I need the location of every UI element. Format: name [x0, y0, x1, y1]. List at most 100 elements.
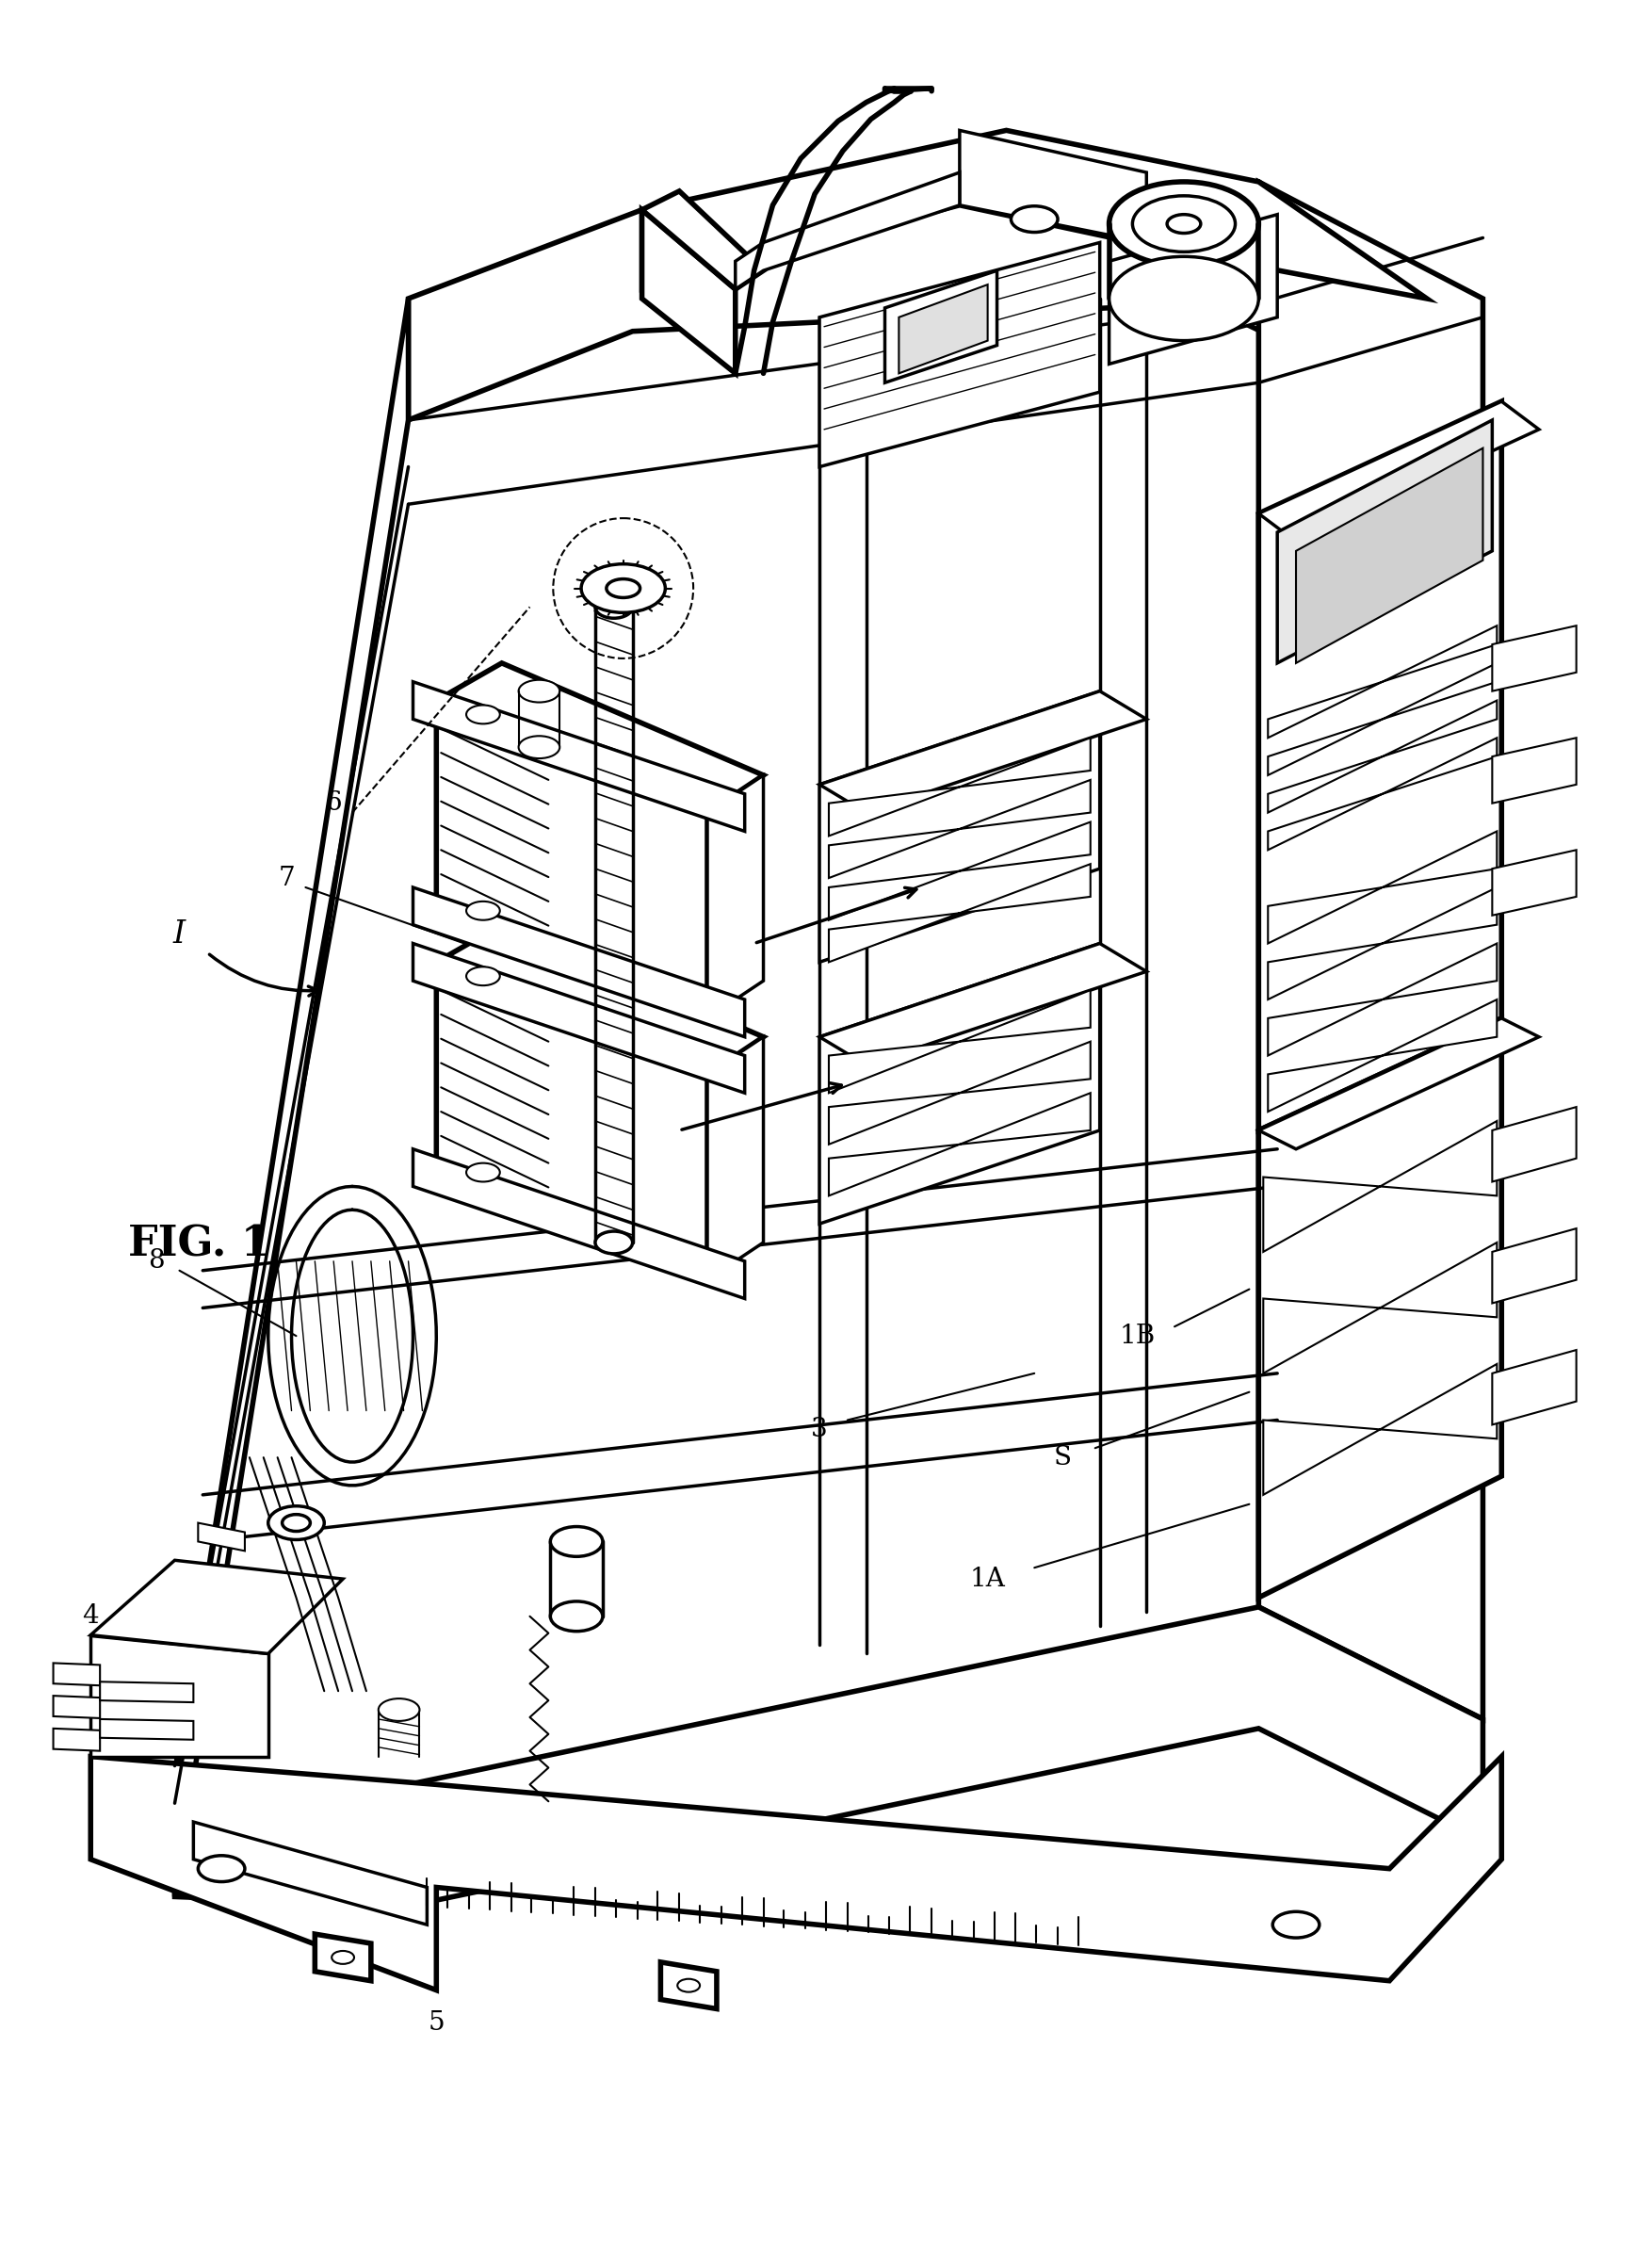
- Text: S: S: [1054, 1444, 1072, 1471]
- Polygon shape: [436, 924, 763, 1074]
- Polygon shape: [1492, 738, 1576, 803]
- Text: 7: 7: [279, 865, 296, 890]
- Ellipse shape: [582, 565, 666, 612]
- Polygon shape: [960, 130, 1146, 242]
- Polygon shape: [413, 944, 745, 1092]
- Polygon shape: [91, 1634, 268, 1755]
- Ellipse shape: [677, 1980, 700, 1991]
- Polygon shape: [316, 1935, 372, 1980]
- Polygon shape: [1492, 1108, 1576, 1182]
- Polygon shape: [829, 991, 1090, 1092]
- Polygon shape: [643, 211, 735, 374]
- Polygon shape: [436, 700, 707, 1018]
- Polygon shape: [707, 776, 763, 1018]
- Ellipse shape: [466, 1164, 501, 1182]
- Ellipse shape: [198, 1856, 244, 1881]
- Polygon shape: [1269, 1000, 1497, 1112]
- Polygon shape: [413, 888, 745, 1036]
- Polygon shape: [1269, 944, 1497, 1056]
- Polygon shape: [53, 1695, 101, 1717]
- Polygon shape: [101, 1682, 193, 1702]
- Polygon shape: [899, 285, 988, 374]
- Polygon shape: [1264, 1121, 1497, 1251]
- Polygon shape: [1492, 1229, 1576, 1303]
- Polygon shape: [819, 691, 1146, 812]
- Polygon shape: [175, 1608, 1483, 1906]
- Polygon shape: [53, 1664, 101, 1686]
- Ellipse shape: [519, 735, 560, 758]
- Text: 6: 6: [325, 791, 342, 816]
- Polygon shape: [91, 1755, 1502, 1991]
- Polygon shape: [829, 738, 1090, 836]
- Polygon shape: [1259, 182, 1483, 1720]
- Ellipse shape: [519, 679, 560, 702]
- Polygon shape: [1259, 401, 1540, 543]
- Polygon shape: [707, 1036, 763, 1280]
- Text: 3: 3: [811, 1417, 828, 1442]
- Polygon shape: [436, 962, 707, 1280]
- Polygon shape: [819, 691, 1100, 962]
- Polygon shape: [1492, 1350, 1576, 1424]
- Text: 1B: 1B: [1118, 1323, 1155, 1350]
- Polygon shape: [413, 682, 745, 832]
- Polygon shape: [1259, 1018, 1502, 1599]
- Text: 8: 8: [147, 1249, 164, 1273]
- Ellipse shape: [606, 578, 639, 599]
- Polygon shape: [175, 298, 408, 1897]
- Text: FIG. 1: FIG. 1: [127, 1224, 269, 1264]
- Ellipse shape: [282, 1513, 311, 1531]
- Polygon shape: [91, 1560, 344, 1655]
- Ellipse shape: [1133, 195, 1236, 251]
- Text: 1A: 1A: [970, 1567, 1006, 1592]
- Polygon shape: [829, 1092, 1090, 1195]
- Polygon shape: [885, 271, 998, 383]
- Polygon shape: [53, 1729, 101, 1751]
- Text: 4: 4: [83, 1603, 99, 1630]
- Polygon shape: [1297, 448, 1483, 664]
- Polygon shape: [643, 191, 763, 289]
- Ellipse shape: [595, 1231, 633, 1253]
- Ellipse shape: [1272, 1912, 1320, 1937]
- Polygon shape: [1269, 700, 1497, 812]
- Polygon shape: [1264, 1242, 1497, 1374]
- Polygon shape: [408, 182, 1427, 419]
- Polygon shape: [198, 1522, 244, 1551]
- Polygon shape: [1492, 626, 1576, 691]
- Polygon shape: [829, 863, 1090, 962]
- Text: 5: 5: [428, 2011, 444, 2036]
- Polygon shape: [1277, 419, 1492, 664]
- Polygon shape: [436, 664, 763, 812]
- Polygon shape: [643, 130, 1427, 298]
- Polygon shape: [1269, 738, 1497, 850]
- Polygon shape: [413, 1150, 745, 1298]
- Ellipse shape: [1108, 256, 1259, 341]
- Polygon shape: [661, 1962, 717, 2009]
- Polygon shape: [1108, 215, 1277, 363]
- Ellipse shape: [1166, 215, 1201, 233]
- Text: I: I: [173, 919, 185, 948]
- Polygon shape: [1269, 664, 1497, 776]
- Polygon shape: [735, 173, 960, 289]
- Polygon shape: [1269, 888, 1497, 1000]
- Ellipse shape: [332, 1951, 354, 1964]
- Polygon shape: [829, 1043, 1090, 1143]
- Polygon shape: [1264, 1363, 1497, 1495]
- Ellipse shape: [466, 966, 501, 986]
- Ellipse shape: [1108, 182, 1259, 267]
- Ellipse shape: [466, 901, 501, 919]
- Ellipse shape: [1011, 206, 1057, 233]
- Polygon shape: [1269, 626, 1497, 738]
- Ellipse shape: [378, 1699, 420, 1722]
- Polygon shape: [1492, 850, 1576, 915]
- Polygon shape: [819, 944, 1100, 1224]
- Ellipse shape: [550, 1601, 603, 1632]
- Polygon shape: [829, 823, 1090, 919]
- Polygon shape: [1259, 401, 1502, 1130]
- Ellipse shape: [466, 706, 501, 724]
- Polygon shape: [829, 780, 1090, 879]
- Polygon shape: [819, 944, 1146, 1065]
- Polygon shape: [1269, 832, 1497, 944]
- Polygon shape: [101, 1720, 193, 1740]
- Ellipse shape: [268, 1507, 324, 1540]
- Ellipse shape: [595, 596, 633, 619]
